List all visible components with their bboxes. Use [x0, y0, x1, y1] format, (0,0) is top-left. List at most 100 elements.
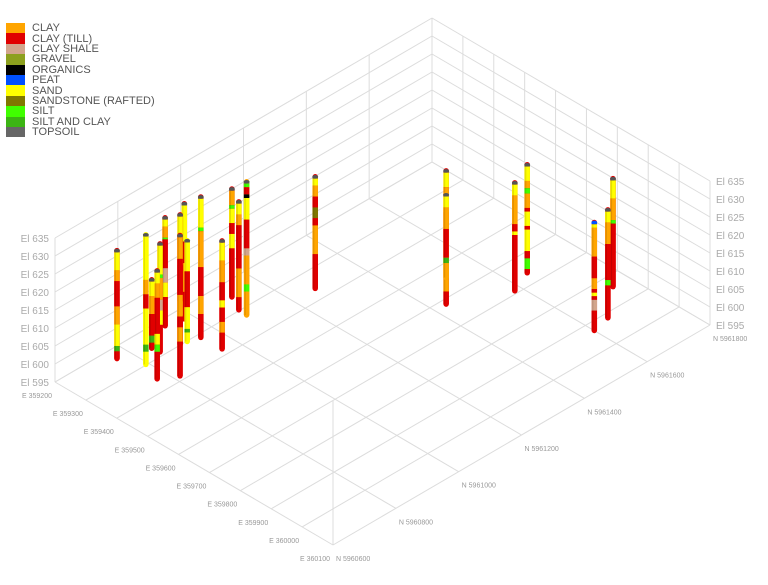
borehole-top-cap — [235, 200, 242, 204]
legend-label: CLAY SHALE — [32, 42, 99, 55]
wall-grid-elevation — [431, 161, 711, 326]
borehole — [243, 179, 250, 318]
legend-label: SAND — [32, 84, 63, 97]
legend-swatch — [6, 43, 25, 55]
elevation-tick-right: El 600 — [716, 303, 745, 314]
elevation-tick-left: El 630 — [21, 252, 50, 263]
grid-line-northing — [180, 308, 459, 473]
grid-line-northing — [117, 344, 397, 509]
borehole-top-cap — [312, 175, 319, 179]
legend-swatch — [6, 74, 25, 86]
wall-grid-elevation — [54, 35, 433, 257]
legend-swatch — [6, 23, 25, 34]
legend-item[interactable]: ORGANICS — [6, 63, 155, 76]
borehole — [228, 186, 235, 300]
legend-swatch — [6, 33, 25, 44]
northing-tick: N 5961600 — [650, 373, 684, 380]
borehole — [181, 200, 188, 322]
borehole-top-cap — [177, 233, 183, 238]
easting-tick: E 359400 — [84, 429, 114, 436]
northing-tick: N 5961400 — [587, 409, 621, 416]
legend-swatch — [6, 85, 25, 96]
borehole — [142, 232, 149, 368]
legend-item[interactable]: GRAVEL — [6, 53, 155, 66]
legend-item[interactable]: CLAY SHALE — [6, 42, 155, 55]
legend-item[interactable]: SILT AND CLAY — [6, 116, 155, 127]
borehole — [610, 175, 616, 290]
borehole-top-cap — [604, 208, 611, 212]
elevation-tick-left: El 620 — [21, 288, 50, 299]
elevation-tick-left: El 615 — [21, 306, 50, 317]
northing-tick: N 5960800 — [399, 519, 433, 526]
wall-grid-elevation — [431, 89, 711, 254]
elevation-tick-right: El 620 — [716, 231, 745, 242]
elevation-tick-left: El 595 — [21, 378, 50, 389]
legend-swatch — [6, 54, 25, 65]
legend: CLAY CLAY (TILL) CLAY SHALE GRAVEL ORGANICS P… — [6, 22, 155, 139]
legend-label: TOPSOIL — [32, 126, 80, 139]
easting-tick: E 359900 — [238, 520, 268, 527]
elevation-tick-right: El 615 — [716, 249, 745, 260]
legend-label: CLAY — [32, 22, 60, 35]
grid-line-northing — [368, 198, 648, 363]
wall-grid-elevation — [54, 17, 433, 239]
borehole-top-cap — [219, 239, 225, 243]
legend-swatch — [6, 64, 25, 75]
legend-item[interactable]: SANDSTONE (RAFTED) — [6, 95, 155, 107]
borehole — [148, 277, 155, 351]
legend-item[interactable]: PEAT — [6, 74, 155, 86]
legend-item[interactable]: TOPSOIL — [6, 126, 155, 139]
borehole — [235, 199, 242, 313]
elevation-tick-left: El 610 — [21, 324, 50, 335]
grid-line-northing — [54, 381, 334, 546]
wall-grid-elevation — [431, 125, 711, 290]
borehole — [443, 191, 450, 281]
elevation-tick-right: El 595 — [716, 321, 745, 332]
borehole-top-cap — [148, 277, 155, 282]
borehole — [524, 162, 531, 276]
boreholes — [114, 162, 616, 382]
borehole-top-cap — [154, 269, 161, 273]
legend-label: SILT — [32, 105, 55, 118]
wall-grid-elevation — [431, 107, 711, 272]
northing-tick: N 5961200 — [525, 446, 559, 453]
legend-item[interactable]: CLAY (TILL) — [6, 32, 155, 45]
northing-tick: N 5960600 — [336, 556, 370, 563]
legend-swatch — [6, 95, 25, 107]
legend-label: ORGANICS — [32, 63, 91, 76]
easting-tick: E 359600 — [146, 465, 176, 472]
easting-tick: E 359500 — [115, 447, 145, 454]
legend-item[interactable]: CLAY — [6, 22, 155, 35]
borehole-top-cap — [591, 220, 598, 225]
elevation-tick-left: El 600 — [21, 360, 50, 371]
legend-label: GRAVEL — [32, 53, 76, 66]
legend-item[interactable]: SAND — [6, 84, 155, 97]
borehole-top-cap — [524, 162, 531, 167]
borehole-top-cap — [443, 192, 450, 197]
borehole — [591, 219, 598, 334]
borehole-top-cap — [511, 181, 518, 185]
borehole-top-cap — [114, 248, 120, 253]
borehole-top-cap — [443, 169, 450, 173]
legend-swatch — [6, 106, 25, 117]
elevation-tick-right: El 605 — [716, 285, 745, 296]
borehole-top-cap — [197, 195, 204, 199]
wall-grid-elevation — [431, 35, 711, 200]
elevation-tick-right: El 610 — [716, 267, 745, 278]
borehole — [197, 194, 204, 341]
elevation-tick-left: El 625 — [21, 270, 50, 281]
easting-tick: E 360000 — [269, 538, 299, 545]
easting-tick: E 359700 — [176, 484, 206, 491]
grid-line-northing — [306, 234, 585, 399]
borehole — [157, 241, 163, 355]
legend-item[interactable]: SILT — [6, 105, 155, 118]
borehole-top-cap — [228, 187, 235, 191]
elevation-tick-right: El 630 — [716, 195, 745, 206]
wall-grid-elevation — [431, 143, 711, 308]
tick-labels: El 595 El 595 El 600 El 600 El 605 El 605 El 6… — [21, 177, 748, 563]
borehole — [162, 215, 169, 329]
legend-label: CLAY (TILL) — [32, 32, 93, 45]
borehole-top-cap — [177, 213, 183, 217]
borehole — [184, 237, 191, 345]
